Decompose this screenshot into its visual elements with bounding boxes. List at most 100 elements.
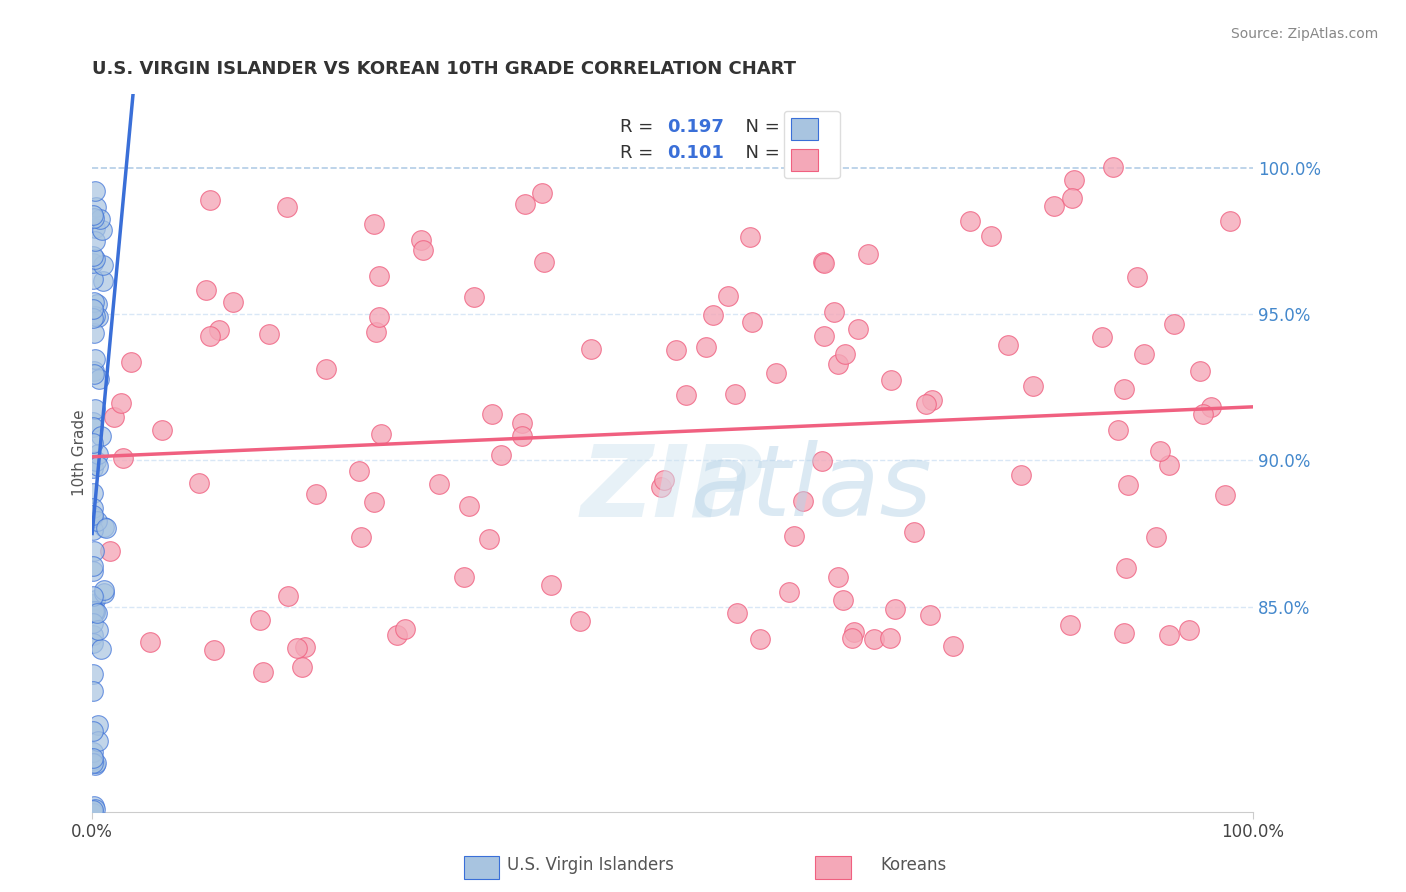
Point	[1059, 618, 1081, 632]
Point	[879, 631, 901, 645]
Point	[84, 309, 107, 323]
Point	[83, 252, 105, 266]
Point	[765, 367, 787, 381]
Point	[120, 354, 142, 368]
Point	[139, 634, 162, 648]
Point	[848, 322, 870, 336]
Point	[82, 249, 104, 263]
Point	[749, 632, 772, 647]
Point	[87, 734, 110, 748]
Point	[858, 247, 880, 261]
Point	[350, 530, 373, 544]
Point	[1219, 214, 1241, 228]
Y-axis label: 10th Grade: 10th Grade	[72, 409, 87, 496]
Point	[82, 416, 104, 430]
Point	[82, 615, 104, 630]
Point	[1115, 561, 1137, 575]
Point	[82, 803, 104, 817]
Point	[82, 256, 104, 270]
Point	[89, 211, 111, 226]
Point	[717, 289, 740, 303]
Point	[579, 342, 602, 356]
Point	[198, 194, 221, 208]
Point	[82, 272, 104, 286]
Text: Koreans: Koreans	[880, 856, 948, 874]
Point	[82, 486, 104, 500]
Point	[827, 570, 849, 584]
Point	[249, 614, 271, 628]
Point	[834, 347, 856, 361]
Point	[83, 184, 105, 198]
Point	[276, 201, 298, 215]
Point	[1133, 346, 1156, 360]
Point	[409, 233, 432, 247]
Point	[83, 351, 105, 366]
Point	[98, 544, 121, 558]
Text: 115: 115	[786, 145, 824, 162]
Point	[84, 604, 107, 618]
Point	[1101, 161, 1123, 175]
Point	[724, 387, 747, 401]
Point	[84, 220, 107, 235]
Point	[90, 428, 112, 442]
Point	[222, 294, 245, 309]
Point	[82, 310, 104, 325]
Point	[813, 256, 835, 270]
Point	[83, 604, 105, 618]
Point	[200, 328, 222, 343]
Point	[489, 448, 512, 462]
Point	[82, 597, 104, 611]
Point	[84, 453, 107, 467]
Point	[427, 476, 450, 491]
Point	[1022, 378, 1045, 392]
Point	[1060, 191, 1083, 205]
Point	[823, 305, 845, 319]
Point	[884, 602, 907, 616]
Point	[86, 297, 108, 311]
Point	[510, 429, 533, 443]
Point	[188, 475, 211, 490]
Point	[87, 447, 110, 461]
Point	[82, 751, 104, 765]
Point	[82, 208, 104, 222]
Point	[463, 290, 485, 304]
Text: R =: R =	[620, 118, 659, 136]
Point	[82, 508, 104, 522]
Point	[702, 308, 724, 322]
Point	[84, 801, 107, 815]
Text: 74: 74	[786, 118, 811, 136]
Point	[294, 640, 316, 654]
Point	[813, 328, 835, 343]
Point	[453, 570, 475, 584]
Point	[83, 326, 105, 341]
Point	[89, 372, 111, 386]
Point	[568, 614, 591, 628]
Point	[83, 234, 105, 248]
Point	[366, 325, 388, 339]
Point	[695, 340, 717, 354]
Point	[811, 255, 834, 269]
Point	[84, 605, 107, 619]
Text: 0.101: 0.101	[666, 145, 724, 162]
Point	[1163, 317, 1185, 331]
Point	[90, 641, 112, 656]
Text: N =: N =	[734, 145, 786, 162]
Point	[1043, 199, 1066, 213]
Point	[82, 756, 104, 770]
Point	[82, 510, 104, 524]
Point	[84, 592, 107, 607]
Point	[82, 745, 104, 759]
Point	[91, 258, 114, 272]
Point	[87, 623, 110, 637]
Point	[315, 362, 337, 376]
Point	[1063, 172, 1085, 186]
Point	[914, 397, 936, 411]
Point	[285, 640, 308, 655]
Point	[86, 718, 108, 732]
Point	[778, 585, 800, 599]
Point	[82, 667, 104, 681]
Point	[93, 582, 115, 597]
Point	[530, 186, 553, 200]
Text: ZIP: ZIP	[581, 441, 763, 537]
Point	[82, 301, 104, 316]
